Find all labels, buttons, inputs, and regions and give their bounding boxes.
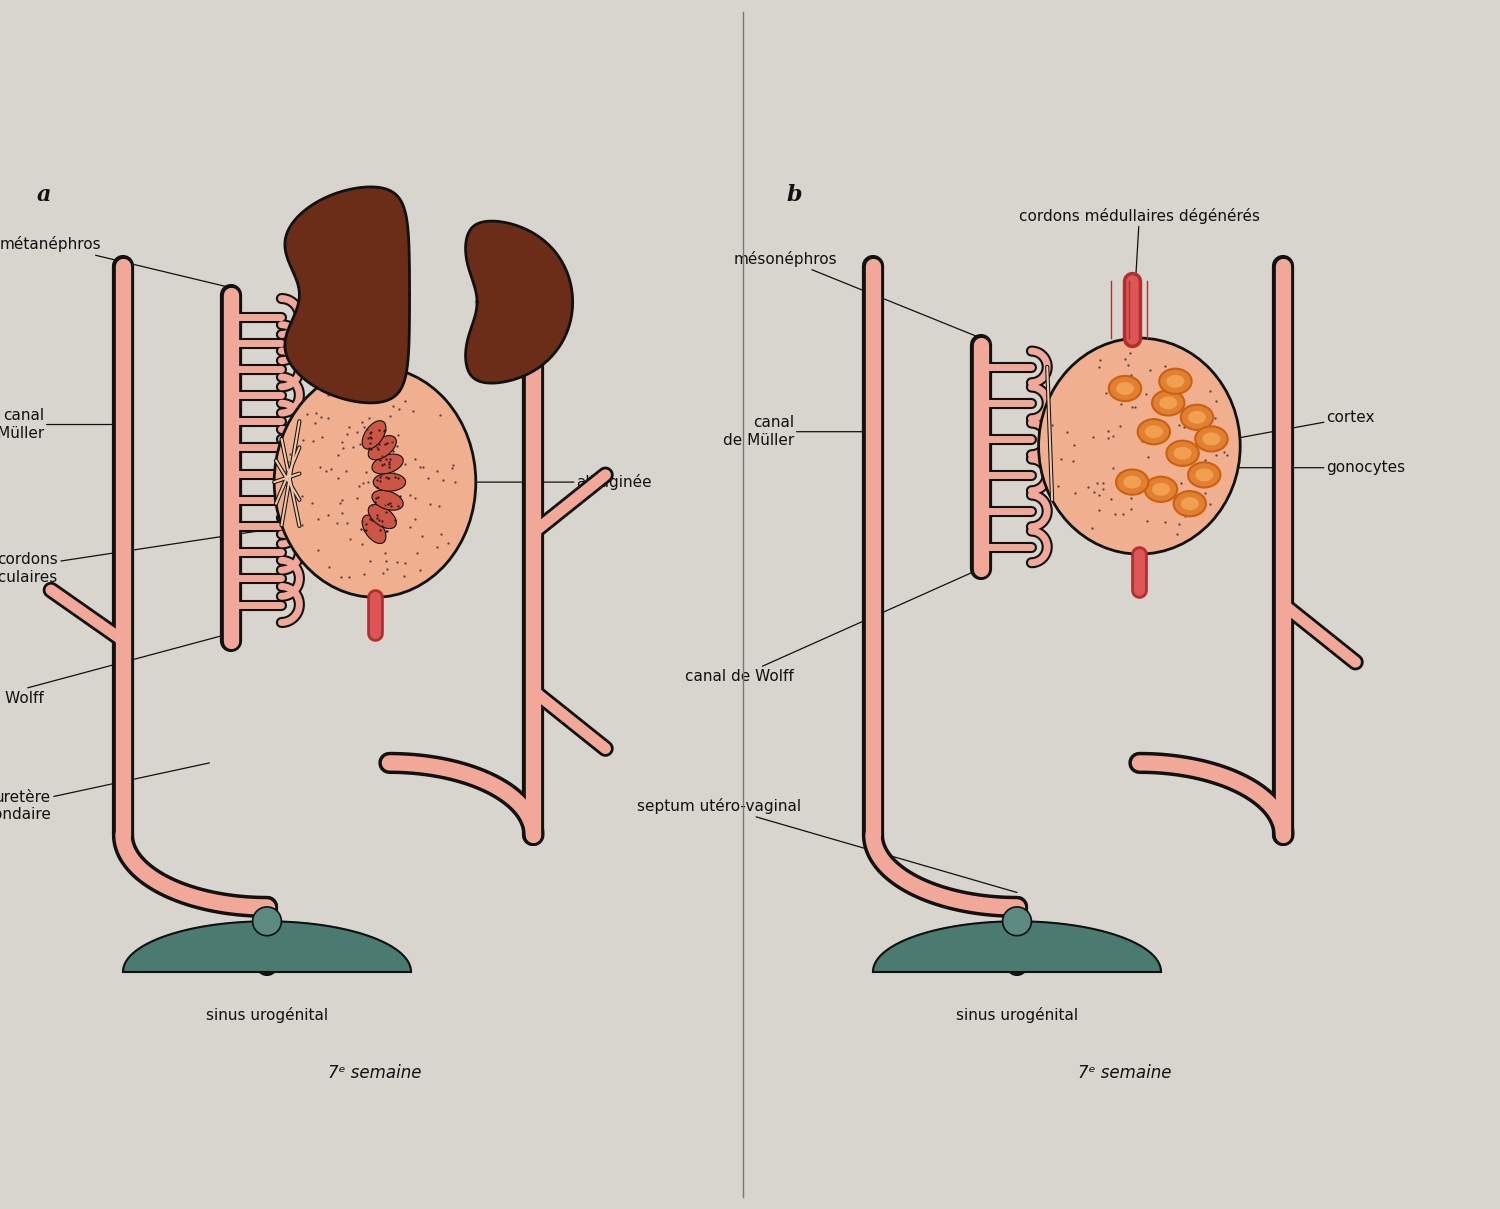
Ellipse shape	[1203, 433, 1221, 445]
Ellipse shape	[1167, 441, 1198, 465]
Text: cordons médullaires dégénérés: cordons médullaires dégénérés	[1019, 208, 1260, 339]
Polygon shape	[465, 221, 573, 383]
Ellipse shape	[368, 504, 396, 528]
Ellipse shape	[1124, 475, 1142, 488]
Ellipse shape	[1167, 375, 1185, 388]
Ellipse shape	[1173, 447, 1191, 459]
Ellipse shape	[1160, 397, 1178, 410]
Text: sinus urogénital: sinus urogénital	[206, 1007, 328, 1023]
Text: rete testis: rete testis	[322, 201, 399, 266]
Ellipse shape	[374, 473, 405, 491]
Text: métanéphros: métanéphros	[0, 237, 231, 288]
Ellipse shape	[368, 435, 396, 459]
Text: canal de Wolff: canal de Wolff	[686, 568, 981, 684]
Ellipse shape	[1144, 426, 1162, 438]
Ellipse shape	[274, 366, 476, 597]
Ellipse shape	[372, 455, 404, 474]
Polygon shape	[285, 187, 410, 403]
Ellipse shape	[1188, 411, 1206, 424]
Polygon shape	[123, 921, 411, 972]
Text: 7ᵉ semaine: 7ᵉ semaine	[1078, 1064, 1172, 1082]
Ellipse shape	[1196, 468, 1214, 481]
Text: cordons
testiculaires: cordons testiculaires	[0, 525, 296, 585]
Text: albuginée: albuginée	[476, 474, 652, 490]
Text: gonocytes: gonocytes	[1233, 461, 1406, 475]
Ellipse shape	[1180, 497, 1198, 510]
Ellipse shape	[362, 421, 386, 450]
Text: 7ᵉ semaine: 7ᵉ semaine	[328, 1064, 422, 1082]
Ellipse shape	[1160, 369, 1191, 394]
Ellipse shape	[1152, 391, 1185, 416]
Text: uretère
secondaire: uretère secondaire	[0, 763, 210, 822]
Text: b: b	[786, 184, 802, 207]
Polygon shape	[873, 921, 1161, 972]
Ellipse shape	[1002, 907, 1032, 936]
Ellipse shape	[1137, 420, 1170, 444]
Ellipse shape	[1152, 482, 1170, 496]
Ellipse shape	[1180, 405, 1214, 430]
Ellipse shape	[1108, 376, 1142, 401]
Text: canal
de Müller: canal de Müller	[723, 416, 873, 447]
Ellipse shape	[1038, 339, 1240, 554]
Ellipse shape	[1116, 469, 1149, 494]
Ellipse shape	[1196, 427, 1227, 451]
Text: a: a	[36, 184, 51, 207]
Text: canal
de Müller: canal de Müller	[0, 409, 123, 441]
Text: sinus urogénital: sinus urogénital	[956, 1007, 1078, 1023]
Ellipse shape	[1116, 382, 1134, 395]
Ellipse shape	[252, 907, 282, 936]
Ellipse shape	[1188, 462, 1221, 487]
Text: septum utéro-vaginal: septum utéro-vaginal	[638, 798, 1017, 892]
Text: cortex: cortex	[1233, 410, 1376, 439]
Text: mésonéphros: mésonéphros	[734, 251, 981, 339]
Text: canal de Wolff: canal de Wolff	[0, 634, 231, 706]
Ellipse shape	[372, 491, 404, 510]
Ellipse shape	[1173, 491, 1206, 516]
Ellipse shape	[362, 515, 386, 544]
Ellipse shape	[1144, 476, 1178, 502]
